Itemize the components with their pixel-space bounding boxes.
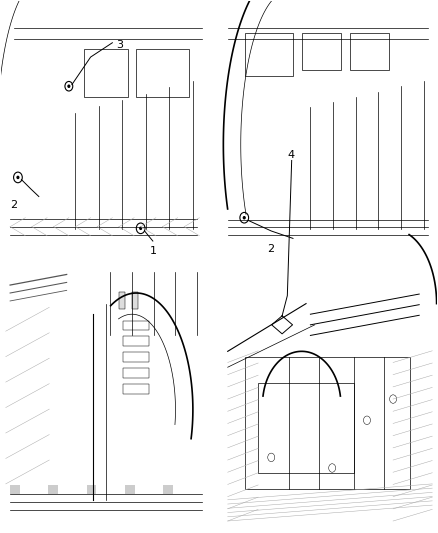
Text: 4: 4: [288, 150, 295, 160]
Text: 1: 1: [149, 246, 156, 256]
Circle shape: [244, 216, 245, 219]
Polygon shape: [144, 485, 154, 495]
Text: 2: 2: [267, 244, 274, 254]
Circle shape: [140, 227, 141, 229]
Bar: [123, 320, 149, 330]
Bar: [350, 33, 389, 70]
Polygon shape: [163, 485, 173, 495]
Polygon shape: [48, 485, 58, 495]
Bar: [119, 292, 125, 309]
Polygon shape: [10, 485, 20, 495]
Text: 2: 2: [10, 200, 17, 209]
Bar: [132, 292, 138, 309]
Polygon shape: [125, 485, 134, 495]
Bar: [302, 33, 341, 70]
Bar: [245, 33, 293, 76]
Bar: [84, 49, 127, 97]
Bar: [123, 336, 149, 346]
Bar: [136, 49, 188, 97]
Bar: [245, 357, 410, 489]
Polygon shape: [106, 485, 116, 495]
Text: 3: 3: [116, 39, 123, 50]
Circle shape: [68, 85, 70, 87]
Bar: [123, 368, 149, 378]
Polygon shape: [183, 485, 192, 495]
Circle shape: [17, 176, 19, 179]
Bar: [123, 384, 149, 394]
Polygon shape: [29, 485, 39, 495]
Bar: [258, 383, 354, 473]
Bar: [123, 352, 149, 362]
Polygon shape: [87, 485, 96, 495]
Polygon shape: [67, 485, 77, 495]
